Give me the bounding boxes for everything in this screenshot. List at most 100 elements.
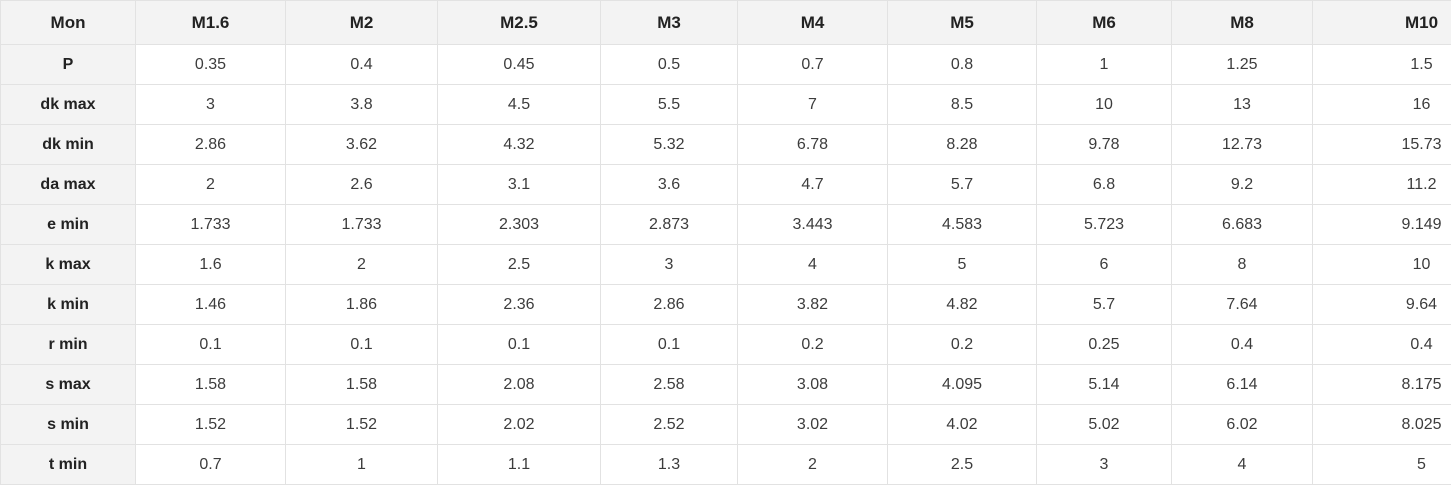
table-cell: 0.4 (285, 44, 438, 85)
table-cell: 0.2 (887, 324, 1037, 365)
table-cell: 1.1 (437, 444, 601, 485)
table-cell: 0.35 (135, 44, 286, 85)
table-cell: 1.52 (285, 404, 438, 445)
header-row: Mon M1.6 M2 M2.5 M3 M4 M5 M6 M8 M10 (0, 0, 1451, 45)
row-header: dk min (0, 124, 136, 165)
table-cell: 4.02 (887, 404, 1037, 445)
table-cell: 5.14 (1036, 364, 1172, 405)
table-row: e min 1.733 1.733 2.303 2.873 3.443 4.583 5.723… (0, 204, 1451, 245)
table-cell: 3 (600, 244, 738, 285)
table-header: Mon M1.6 M2 M2.5 M3 M4 M5 M6 M8 M10 (0, 0, 1451, 45)
table-cell: 3.6 (600, 164, 738, 205)
column-header: M8 (1171, 0, 1313, 45)
row-header: r min (0, 324, 136, 365)
table-cell: 5.7 (1036, 284, 1172, 325)
table-cell: 1.58 (135, 364, 286, 405)
table-cell: 2.6 (285, 164, 438, 205)
table-cell: 3.8 (285, 84, 438, 125)
table-cell: 0.45 (437, 44, 601, 85)
table-cell: 2 (737, 444, 888, 485)
column-header: M5 (887, 0, 1037, 45)
table-cell: 0.2 (737, 324, 888, 365)
table-cell: 0.4 (1171, 324, 1313, 365)
table-cell: 1.25 (1171, 44, 1313, 85)
table-cell: 9.64 (1312, 284, 1451, 325)
table-cell: 0.1 (135, 324, 286, 365)
table-cell: 4.32 (437, 124, 601, 165)
table-cell: 3.62 (285, 124, 438, 165)
table-cell: 1.52 (135, 404, 286, 445)
table-cell: 0.1 (600, 324, 738, 365)
table-cell: 2.52 (600, 404, 738, 445)
table-cell: 9.149 (1312, 204, 1451, 245)
table-cell: 5.02 (1036, 404, 1172, 445)
table-cell: 3.82 (737, 284, 888, 325)
table-cell: 9.78 (1036, 124, 1172, 165)
table-cell: 2.303 (437, 204, 601, 245)
table-cell: 5 (1312, 444, 1451, 485)
table-cell: 16 (1312, 84, 1451, 125)
table-cell: 13 (1171, 84, 1313, 125)
table-cell: 4.583 (887, 204, 1037, 245)
table-cell: 0.1 (285, 324, 438, 365)
table-cell: 1.86 (285, 284, 438, 325)
table-cell: 0.7 (135, 444, 286, 485)
table-cell: 3 (135, 84, 286, 125)
table-cell: 1.58 (285, 364, 438, 405)
column-header: M6 (1036, 0, 1172, 45)
table-cell: 6 (1036, 244, 1172, 285)
corner-header: Mon (0, 0, 136, 45)
table-cell: 0.8 (887, 44, 1037, 85)
table-row: dk min 2.86 3.62 4.32 5.32 6.78 8.28 9.78 12.73 1… (0, 124, 1451, 165)
table-cell: 2.5 (437, 244, 601, 285)
table-row: k min 1.46 1.86 2.36 2.86 3.82 4.82 5.7 7.64 9.64 (0, 284, 1451, 325)
table-cell: 0.4 (1312, 324, 1451, 365)
table-cell: 5.5 (600, 84, 738, 125)
table-cell: 6.78 (737, 124, 888, 165)
table-cell: 7 (737, 84, 888, 125)
table-cell: 1 (1036, 44, 1172, 85)
table-cell: 12.73 (1171, 124, 1313, 165)
table-cell: 2.873 (600, 204, 738, 245)
table-row: k max 1.6 2 2.5 3 4 5 6 8 10 (0, 244, 1451, 285)
table-cell: 4 (737, 244, 888, 285)
table-row: t min 0.7 1 1.1 1.3 2 2.5 3 4 5 (0, 444, 1451, 485)
row-header: s min (0, 404, 136, 445)
table-cell: 8.28 (887, 124, 1037, 165)
table-cell: 1.6 (135, 244, 286, 285)
table-cell: 10 (1312, 244, 1451, 285)
row-header: t min (0, 444, 136, 485)
table-cell: 11.2 (1312, 164, 1451, 205)
table-cell: 5.723 (1036, 204, 1172, 245)
table-cell: 2.58 (600, 364, 738, 405)
table-row: dk max 3 3.8 4.5 5.5 7 8.5 10 13 16 (0, 84, 1451, 125)
table-cell: 2.08 (437, 364, 601, 405)
table-row: da max 2 2.6 3.1 3.6 4.7 5.7 6.8 9.2 11.2 (0, 164, 1451, 205)
column-header: M10 (1312, 0, 1451, 45)
table-cell: 1 (285, 444, 438, 485)
column-header: M4 (737, 0, 888, 45)
table-cell: 4 (1171, 444, 1313, 485)
table-cell: 2.86 (135, 124, 286, 165)
table-cell: 5.32 (600, 124, 738, 165)
table-cell: 8.025 (1312, 404, 1451, 445)
row-header: s max (0, 364, 136, 405)
table-cell: 1.46 (135, 284, 286, 325)
column-header: M3 (600, 0, 738, 45)
table-cell: 8.175 (1312, 364, 1451, 405)
column-header: M1.6 (135, 0, 286, 45)
table-cell: 3 (1036, 444, 1172, 485)
table-cell: 0.25 (1036, 324, 1172, 365)
table-row: s max 1.58 1.58 2.08 2.58 3.08 4.095 5.14 6.14 8.… (0, 364, 1451, 405)
row-header: k max (0, 244, 136, 285)
table-cell: 0.1 (437, 324, 601, 365)
table-cell: 2 (285, 244, 438, 285)
table-cell: 4.5 (437, 84, 601, 125)
table-cell: 2 (135, 164, 286, 205)
row-header: dk max (0, 84, 136, 125)
table-cell: 2.02 (437, 404, 601, 445)
table-cell: 5.7 (887, 164, 1037, 205)
table-cell: 6.683 (1171, 204, 1313, 245)
table-cell: 1.733 (285, 204, 438, 245)
